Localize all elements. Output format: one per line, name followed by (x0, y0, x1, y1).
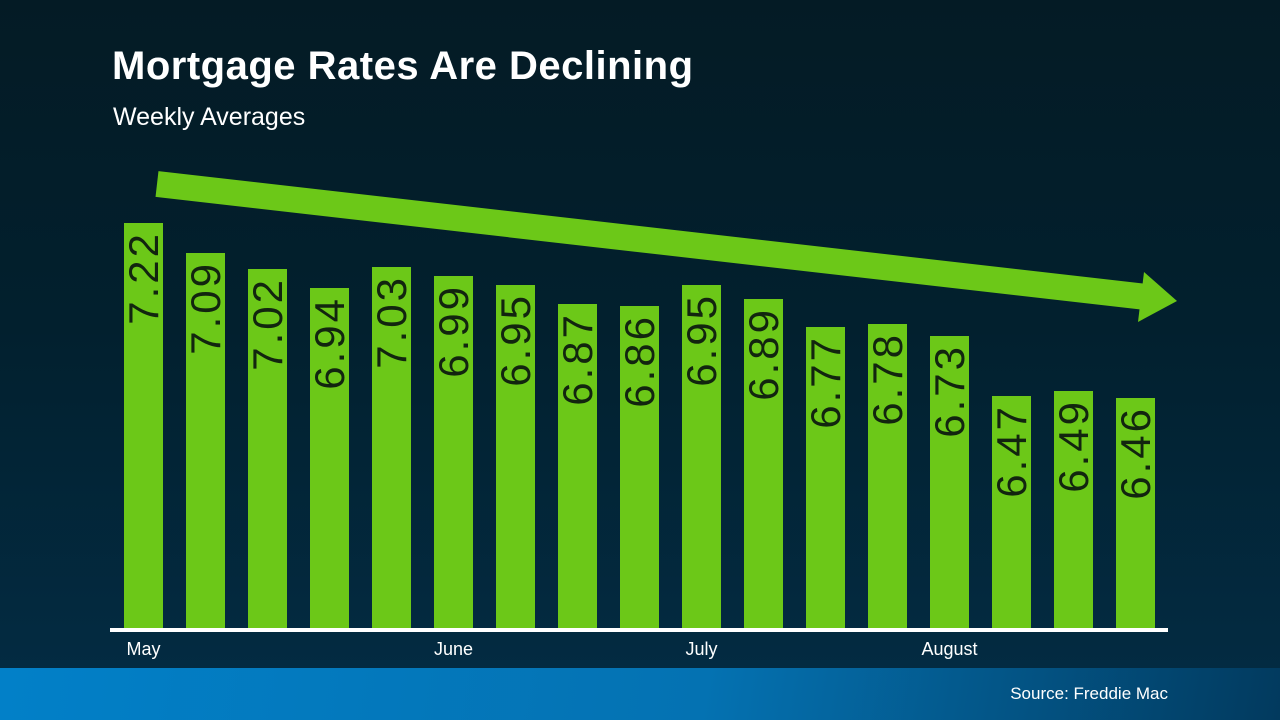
bar: 6.49 (1050, 391, 1097, 628)
bar: 6.95 (492, 285, 539, 628)
bar-value-label: 6.77 (801, 335, 849, 429)
bar-value-label: 6.49 (1049, 399, 1097, 493)
bar: 6.73 (926, 336, 973, 628)
x-axis-labels: May June July August (0, 639, 1280, 663)
x-axis-label: July (685, 639, 718, 659)
bar-value-label: 6.94 (305, 296, 353, 390)
bar: 6.87 (554, 304, 601, 628)
x-axis-label: June (433, 639, 474, 659)
bar-value-label: 7.03 (367, 275, 415, 369)
chart-subtitle: Weekly Averages (113, 103, 306, 131)
bar: 6.86 (616, 306, 663, 628)
bar-value-label: 6.73 (925, 344, 973, 438)
bar-chart: 7.22 7.09 7.02 6.94 7.03 6.99 6.95 6.87 6.86 6.95… (120, 223, 1159, 628)
bar-value-label: 6.78 (863, 332, 911, 426)
footer-band: Source: Freddie Mac (0, 668, 1280, 720)
bar: 7.03 (368, 267, 415, 628)
bar-value-label: 6.86 (615, 314, 663, 408)
bar-value-label: 7.02 (243, 277, 291, 371)
bar: 6.78 (864, 324, 911, 628)
bar: 6.95 (678, 285, 725, 628)
chart-title: Mortgage Rates Are Declining (112, 44, 694, 88)
x-axis-label: May (126, 639, 161, 659)
bar-value-label: 6.89 (739, 307, 787, 401)
bar: 7.22 (120, 223, 167, 628)
bar-value-label: 6.47 (987, 404, 1035, 498)
source-credit: Source: Freddie Mac (1010, 684, 1168, 703)
bar: 7.02 (244, 269, 291, 628)
bar-value-label: 7.09 (181, 261, 229, 355)
bar: 6.94 (306, 288, 353, 628)
bar-value-label: 6.46 (1111, 406, 1159, 500)
bar-value-label: 6.95 (677, 293, 725, 387)
bar-value-label: 6.95 (491, 293, 539, 387)
x-axis-line (110, 628, 1168, 632)
bar: 6.46 (1112, 398, 1159, 628)
bar-value-label: 6.87 (553, 312, 601, 406)
bar: 6.99 (430, 276, 477, 628)
bar-value-label: 7.22 (119, 231, 167, 325)
x-axis-label: August (921, 639, 978, 659)
bar: 6.89 (740, 299, 787, 628)
bar: 6.77 (802, 327, 849, 628)
bar: 7.09 (182, 253, 229, 628)
bar-value-label: 6.99 (429, 284, 477, 378)
bar: 6.47 (988, 396, 1035, 628)
